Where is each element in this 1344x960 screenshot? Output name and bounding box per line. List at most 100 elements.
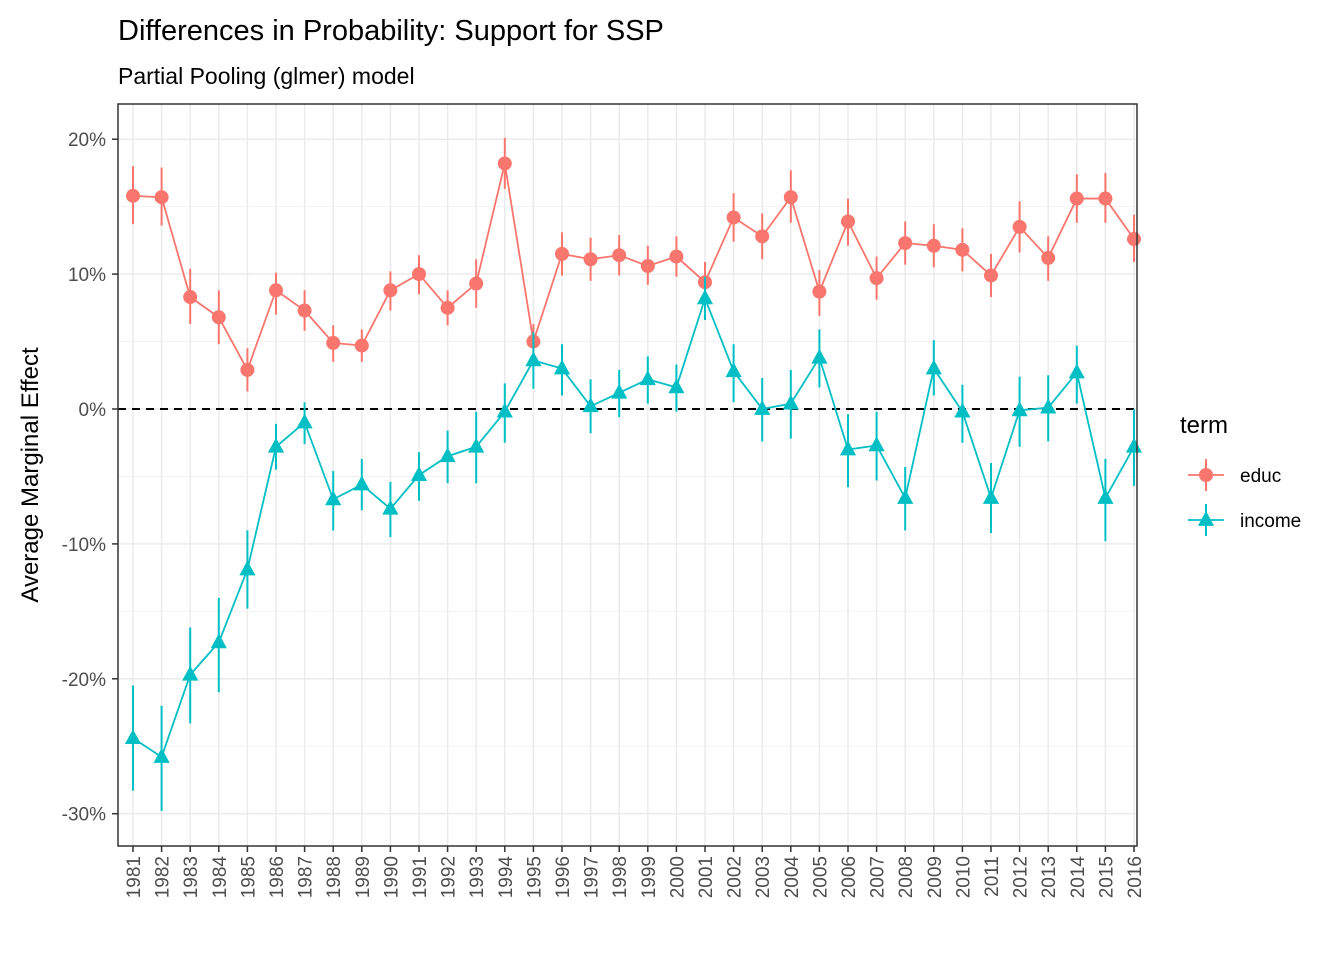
data-point-income — [267, 437, 285, 453]
data-point-income — [696, 289, 714, 305]
x-tick-label: 2006 — [839, 856, 860, 898]
data-point-educ — [755, 229, 770, 244]
x-tick-label: 1987 — [296, 856, 317, 898]
x-tick-label: 1988 — [324, 856, 345, 898]
data-point-educ — [1012, 219, 1027, 234]
series-educ — [126, 137, 1141, 392]
data-point-educ — [497, 156, 512, 171]
y-tick-label: 20% — [68, 130, 106, 151]
x-tick-label: 1990 — [381, 856, 402, 898]
data-point-income — [553, 359, 571, 375]
data-point-income — [525, 351, 542, 367]
data-point-income — [1040, 398, 1057, 414]
data-point-income — [1097, 489, 1114, 504]
data-point-educ — [783, 190, 798, 205]
data-point-educ — [955, 242, 970, 257]
data-point-educ — [440, 300, 455, 315]
data-point-income — [353, 475, 370, 491]
legend-key-marker — [1199, 468, 1213, 482]
data-point-income — [782, 394, 799, 410]
chart-subtitle: Partial Pooling (glmer) model — [118, 63, 415, 89]
data-point-income — [954, 402, 971, 418]
data-point-educ — [898, 236, 913, 251]
data-point-educ — [383, 283, 398, 298]
data-point-income — [811, 348, 828, 364]
data-point-educ — [211, 310, 226, 325]
data-point-income — [639, 370, 656, 386]
data-point-educ — [1041, 250, 1056, 265]
x-tick-label: 2009 — [925, 856, 946, 898]
data-point-educ — [812, 284, 827, 299]
plot-border — [117, 103, 1138, 847]
legend-title: term — [1180, 412, 1228, 439]
data-point-income — [839, 440, 857, 456]
x-tick-label: 1997 — [582, 856, 603, 898]
data-point-educ — [412, 267, 426, 282]
x-tick-label: 1993 — [467, 856, 488, 898]
data-point-educ — [297, 303, 312, 318]
y-tick-label: -10% — [62, 535, 106, 556]
data-point-educ — [326, 335, 341, 350]
data-point-educ — [154, 190, 169, 205]
data-point-income — [382, 499, 399, 515]
x-tick-label: 1989 — [353, 856, 374, 898]
data-point-educ — [869, 271, 884, 286]
x-tick-label: 2000 — [667, 856, 688, 898]
data-point-educ — [269, 283, 283, 298]
data-point-income — [239, 560, 256, 576]
data-point-income — [582, 397, 599, 413]
data-point-income — [325, 490, 342, 506]
x-tick-label: 2007 — [868, 856, 889, 898]
data-point-income — [1125, 437, 1143, 453]
data-point-income — [410, 466, 428, 481]
y-axis: -30% -20% -10% 0% 10% 20% — [62, 130, 118, 826]
legend-key-marker — [1197, 511, 1215, 526]
data-point-income — [153, 748, 170, 763]
x-tick-label: 1983 — [181, 856, 202, 898]
x-tick-label: 1985 — [238, 856, 259, 898]
data-point-educ — [555, 246, 569, 261]
x-tick-label: 1992 — [439, 856, 460, 898]
x-tick-label: 2004 — [782, 856, 803, 899]
data-point-educ — [583, 252, 598, 267]
x-tick-label: 2012 — [1011, 856, 1032, 898]
x-tick-label: 2001 — [696, 856, 717, 898]
data-point-income — [1068, 363, 1085, 379]
data-point-income — [124, 729, 142, 745]
y-tick-label: -20% — [62, 670, 106, 691]
x-tick-label: 2014 — [1068, 856, 1089, 899]
data-point-income — [468, 437, 485, 453]
data-point-educ — [984, 268, 998, 283]
y-tick-label: 10% — [68, 265, 106, 286]
x-tick-label: 2008 — [896, 856, 917, 898]
data-point-income — [725, 362, 742, 378]
y-tick-label: -30% — [62, 805, 106, 826]
data-point-income — [210, 633, 227, 649]
data-point-educ — [841, 214, 855, 229]
data-point-educ — [612, 248, 627, 263]
data-point-educ — [1069, 191, 1084, 206]
y-axis-title: Average Marginal Effect — [17, 347, 44, 603]
x-tick-label: 2002 — [725, 856, 746, 898]
x-tick-label: 1996 — [553, 856, 574, 898]
x-tick-label: 2015 — [1096, 856, 1117, 898]
x-tick-label: 1984 — [210, 856, 231, 899]
data-point-income — [754, 400, 771, 415]
x-tick-label: 1995 — [524, 856, 545, 898]
data-point-income — [982, 489, 1000, 504]
data-point-educ — [240, 362, 255, 377]
data-point-educ — [183, 290, 198, 305]
data-point-educ — [726, 210, 741, 225]
legend: term educ income — [1180, 412, 1301, 536]
y-tick-label: 0% — [79, 400, 107, 421]
data-point-educ — [469, 276, 484, 291]
x-tick-label: 1986 — [267, 856, 288, 898]
data-point-educ — [354, 338, 369, 353]
data-point-income — [668, 378, 685, 394]
x-tick-label: 1994 — [496, 856, 517, 899]
x-tick-label: 2013 — [1039, 856, 1060, 898]
data-point-educ — [669, 249, 684, 264]
legend-label: income — [1240, 511, 1301, 532]
x-tick-label: 1998 — [610, 856, 631, 898]
series-layer — [124, 137, 1143, 812]
